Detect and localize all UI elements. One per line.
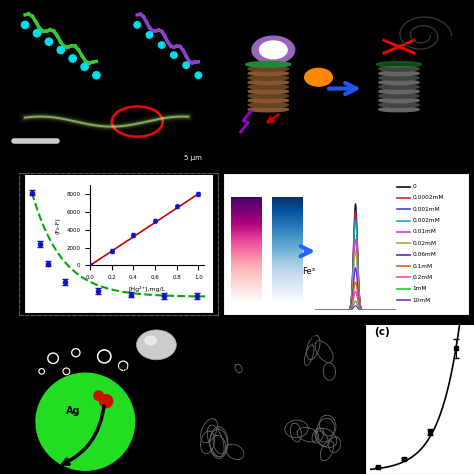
Text: 0.1mM: 0.1mM (412, 264, 433, 268)
Circle shape (81, 63, 88, 71)
Ellipse shape (379, 80, 419, 85)
Circle shape (145, 337, 156, 345)
Ellipse shape (248, 89, 288, 94)
Circle shape (21, 21, 29, 28)
Ellipse shape (246, 62, 291, 67)
Ellipse shape (379, 67, 419, 71)
Text: 10⁻³M: 10⁻³M (208, 403, 232, 412)
Circle shape (36, 373, 135, 470)
Ellipse shape (376, 62, 421, 67)
Ellipse shape (379, 89, 419, 94)
Circle shape (305, 68, 332, 86)
Ellipse shape (379, 94, 419, 98)
Circle shape (45, 38, 53, 46)
Text: 0.02mM: 0.02mM (412, 241, 437, 246)
Circle shape (252, 36, 295, 64)
Text: Fe³⁺: Fe³⁺ (302, 267, 319, 276)
Circle shape (94, 391, 103, 400)
Ellipse shape (379, 107, 419, 112)
Ellipse shape (248, 107, 288, 112)
Text: 0: 0 (412, 184, 416, 189)
Text: Ag: Ag (66, 406, 81, 416)
Text: (c): (c) (374, 327, 390, 337)
Ellipse shape (248, 85, 288, 89)
Circle shape (183, 62, 190, 68)
Text: 0.2mM: 0.2mM (412, 275, 433, 280)
Circle shape (100, 395, 113, 408)
Circle shape (137, 330, 176, 360)
Circle shape (69, 55, 76, 62)
Text: 0.06mM: 0.06mM (412, 252, 436, 257)
Ellipse shape (379, 98, 419, 103)
Ellipse shape (248, 67, 288, 71)
Ellipse shape (248, 98, 288, 103)
Text: 10mM: 10mM (412, 298, 431, 302)
X-axis label: [Hg²⁺],mg/L: [Hg²⁺],mg/L (128, 286, 165, 292)
Ellipse shape (248, 94, 288, 98)
Ellipse shape (379, 85, 419, 89)
Text: (a): (a) (8, 326, 24, 336)
Text: 2H₂O +O₂: 2H₂O +O₂ (114, 365, 151, 374)
Text: 0.002mM: 0.002mM (412, 218, 440, 223)
Text: 10⁻²M: 10⁻²M (293, 403, 317, 412)
Text: 10⁻⁴M: 10⁻⁴M (293, 333, 317, 342)
Circle shape (134, 22, 140, 28)
Ellipse shape (248, 103, 288, 107)
Text: 1mM: 1mM (412, 286, 427, 291)
X-axis label: [Hg²⁺],mg/L: [Hg²⁺],mg/L (92, 337, 145, 346)
Text: NiAL-CLDH: NiAL-CLDH (244, 25, 292, 34)
Text: 10⁻⁵M: 10⁻⁵M (208, 333, 232, 342)
Ellipse shape (248, 71, 288, 76)
Circle shape (146, 32, 153, 38)
Text: 0.001mM: 0.001mM (412, 207, 440, 212)
Circle shape (33, 30, 41, 37)
Circle shape (93, 72, 100, 79)
Circle shape (158, 42, 165, 48)
Text: 2H₂O₂: 2H₂O₂ (42, 327, 68, 336)
Y-axis label: (F₀-F): (F₀-F) (56, 217, 61, 234)
Text: MnO₂: MnO₂ (256, 16, 280, 25)
Text: 0.01mM: 0.01mM (412, 229, 436, 235)
Ellipse shape (379, 76, 419, 80)
Ellipse shape (379, 71, 419, 76)
Circle shape (57, 46, 64, 54)
Text: Hg: Hg (119, 15, 138, 28)
Circle shape (259, 41, 287, 59)
Text: 5 μm: 5 μm (184, 155, 202, 161)
Text: 30 μm: 30 μm (215, 384, 235, 389)
Text: 0.0002mM: 0.0002mM (412, 195, 444, 201)
Circle shape (171, 52, 177, 58)
Text: Fluorescence quench: Fluorescence quench (316, 114, 397, 123)
Ellipse shape (248, 80, 288, 85)
Ellipse shape (248, 76, 288, 80)
Text: (b): (b) (203, 326, 220, 336)
Circle shape (195, 72, 201, 79)
Text: Fe³⁺: Fe³⁺ (310, 74, 327, 80)
Ellipse shape (379, 103, 419, 107)
Text: Eu-MOF: Eu-MOF (251, 6, 285, 15)
